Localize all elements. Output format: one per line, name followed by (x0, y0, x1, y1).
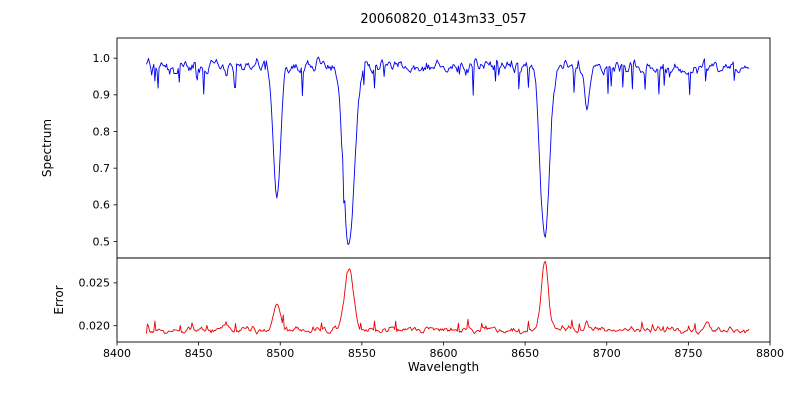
plot-title: 20060820_0143m33_057 (360, 12, 527, 27)
x-axis-label: Wavelength (407, 360, 480, 374)
x-tick-label: 8750 (674, 347, 702, 360)
spectrum-ytick-label: 1.0 (93, 52, 111, 65)
x-tick-label: 8700 (593, 347, 621, 360)
x-tick-label: 8450 (185, 347, 213, 360)
error-line (145, 260, 750, 335)
spectrum-line (145, 56, 750, 245)
spectrum-ytick-label: 0.8 (93, 125, 111, 138)
spectrum-ytick-label: 0.7 (93, 162, 111, 175)
error-ytick-label: 0.020 (79, 320, 111, 333)
x-tick-label: 8800 (756, 347, 784, 360)
x-tick-label: 8650 (511, 347, 539, 360)
x-tick-label: 8500 (266, 347, 294, 360)
x-tick-label: 8400 (103, 347, 131, 360)
error-ytick-label: 0.025 (79, 277, 111, 290)
error-panel-frame (116, 257, 771, 343)
spectrum-ytick-label: 0.6 (93, 199, 111, 212)
spectrum-ytick-label: 0.9 (93, 89, 111, 102)
x-tick-label: 8550 (348, 347, 376, 360)
x-tick-label: 8600 (430, 347, 458, 360)
spectrum-ytick-label: 0.5 (93, 235, 111, 248)
